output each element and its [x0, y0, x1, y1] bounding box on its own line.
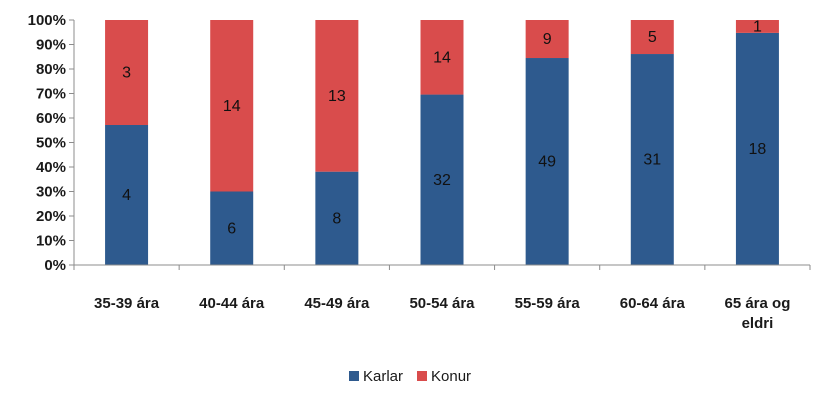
bar-segment-karlar: [420, 94, 464, 265]
bar-segment-karlar: [105, 125, 149, 265]
bar-segment-konur: [105, 20, 149, 125]
bar-segment-konur: [420, 20, 464, 95]
bar-segment-karlar: [315, 171, 359, 265]
data-label: 5: [648, 29, 657, 46]
x-category-label: 45-49 ára: [304, 295, 370, 312]
legend-label-konur: Konur: [431, 368, 471, 385]
data-label: 3: [122, 65, 131, 82]
y-tick-label: 40%: [36, 159, 66, 176]
legend-label-karlar: Karlar: [363, 368, 403, 385]
data-label: 13: [328, 88, 346, 105]
bar-segment-konur: [525, 20, 569, 59]
x-category-line: 40-44 ára: [199, 295, 265, 312]
y-tick-label: 10%: [36, 233, 66, 250]
x-category-line: 60-64 ára: [620, 295, 686, 312]
y-tick-label: 90%: [36, 37, 66, 54]
bar-segment-karlar: [525, 58, 569, 265]
data-label: 18: [749, 141, 767, 158]
bar-segment-konur: [315, 20, 359, 172]
y-tick-label: 60%: [36, 110, 66, 127]
data-label: 1: [753, 18, 762, 35]
x-category-label: 60-64 ára: [620, 295, 686, 312]
data-label: 31: [643, 152, 661, 169]
x-category-line: 45-49 ára: [304, 295, 370, 312]
bar-segment-konur: [210, 20, 254, 192]
bars: 4 3 6 14 8 13 32 14 49 9 31 5 18 1: [105, 18, 779, 266]
data-label: 4: [122, 187, 131, 204]
x-category-label: 35-39 ára: [94, 295, 160, 312]
x-category-label: 55-59 ára: [515, 295, 581, 312]
data-label: 14: [223, 98, 241, 115]
y-tick-label: 50%: [36, 135, 66, 152]
legend-swatch-konur: [417, 371, 427, 381]
y-tick-label: 80%: [36, 61, 66, 78]
bar-segment-karlar: [735, 32, 779, 265]
data-label: 49: [538, 154, 556, 171]
y-tick-label: 100%: [28, 12, 66, 29]
x-category-label: 40-44 ára: [199, 295, 265, 312]
x-category-line: eldri: [742, 315, 774, 332]
data-label: 8: [332, 210, 341, 227]
y-tick-label: 30%: [36, 184, 66, 201]
bar-segment-karlar: [630, 54, 674, 266]
bar-segment-konur: [735, 20, 779, 33]
y-tick-label: 20%: [36, 208, 66, 225]
y-tick-label: 70%: [36, 86, 66, 103]
y-tick-label: 0%: [44, 257, 66, 274]
axes: 0% 10% 20% 30% 40% 50% 60% 70% 80% 90% 100% 35-39 á…: [28, 12, 811, 332]
x-category-line: 50-54 ára: [409, 295, 475, 312]
x-category-line: 55-59 ára: [515, 295, 581, 312]
x-category-label: 65 ára og eldri: [724, 295, 790, 332]
x-category-label: 50-54 ára: [409, 295, 475, 312]
legend: Karlar Konur: [349, 368, 471, 385]
bar-segment-karlar: [210, 191, 254, 265]
data-label: 32: [433, 172, 451, 189]
x-category-line: 65 ára og: [724, 295, 790, 312]
bar-segment-konur: [630, 20, 674, 55]
x-category-line: 35-39 ára: [94, 295, 160, 312]
legend-swatch-karlar: [349, 371, 359, 381]
data-label: 14: [433, 49, 451, 66]
data-label: 9: [543, 31, 552, 48]
data-label: 6: [227, 220, 236, 237]
